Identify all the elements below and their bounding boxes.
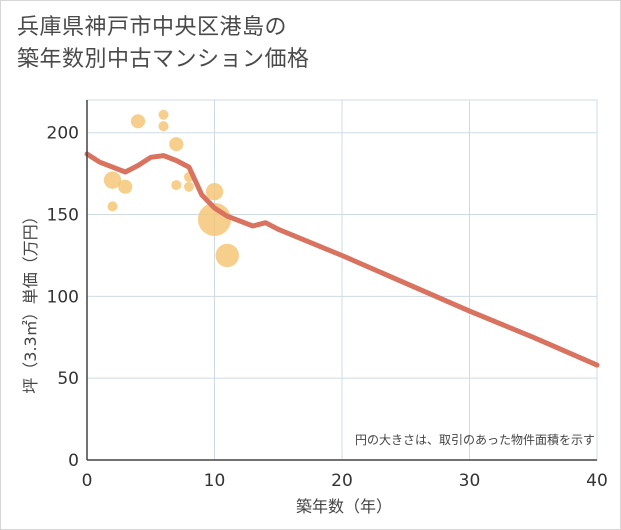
x-tick-label: 20 xyxy=(331,471,353,491)
y-tick-label: 200 xyxy=(47,124,79,144)
data-bubble xyxy=(215,243,239,268)
chart-title-line-1: 兵庫県神戸市中央区港島の xyxy=(17,15,288,40)
data-bubble xyxy=(130,114,146,129)
x-tick-label: 30 xyxy=(459,471,481,491)
data-bubble xyxy=(171,180,182,191)
data-bubble xyxy=(205,182,224,201)
y-axis-label: 坪（3.3㎡）単価（万円） xyxy=(21,208,40,393)
data-bubble xyxy=(107,201,118,212)
x-axis-label: 築年数（年） xyxy=(296,497,392,516)
tick-label-layer: 0 50 100 150 200 0 10 20 30 40 xyxy=(47,124,608,491)
chart-title-line-2: 築年数別中古マンション価格 xyxy=(17,47,310,72)
data-bubble xyxy=(184,181,194,192)
y-tick-label: 0 xyxy=(68,451,79,471)
axis-layer xyxy=(86,100,597,461)
data-bubble xyxy=(169,137,184,152)
chart-title: 兵庫県神戸市中央区港島の 築年数別中古マンション価格 xyxy=(17,12,310,76)
trend-line-layer xyxy=(84,151,600,368)
size-legend-note: 円の大きさは、取引のあった物件面積を示す xyxy=(355,432,595,447)
data-bubble xyxy=(103,171,122,189)
x-tick-label: 10 xyxy=(204,471,226,491)
x-tick-label: 40 xyxy=(586,471,608,491)
x-tick-label: 0 xyxy=(82,471,93,491)
y-tick-label: 150 xyxy=(47,206,79,226)
y-tick-label: 50 xyxy=(57,369,79,389)
data-bubble xyxy=(158,109,169,120)
data-bubble xyxy=(118,179,133,194)
data-bubble xyxy=(158,121,169,132)
grid-layer xyxy=(86,99,598,461)
trend-line xyxy=(84,151,600,368)
bubble-layer xyxy=(103,109,239,268)
y-tick-label: 100 xyxy=(47,287,79,307)
